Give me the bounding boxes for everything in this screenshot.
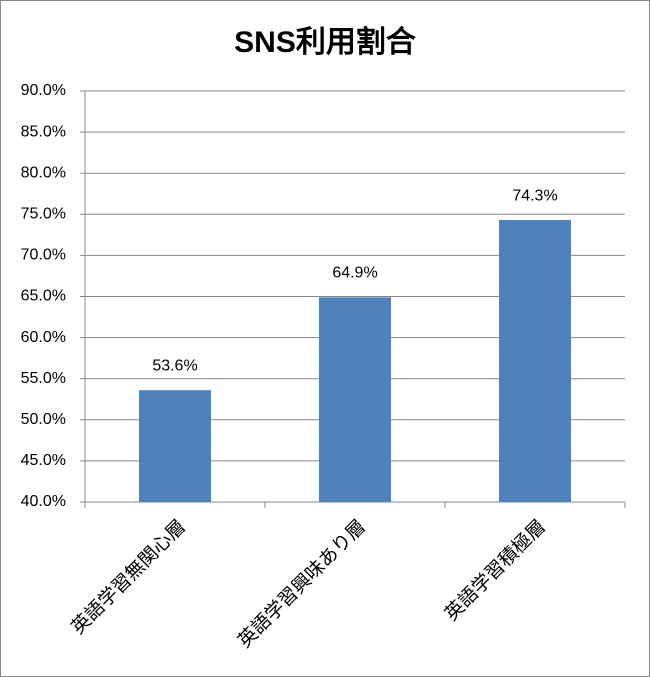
data-label: 53.6% bbox=[152, 357, 197, 374]
bar bbox=[499, 220, 571, 502]
y-tick-label: 45.0% bbox=[21, 452, 66, 469]
y-tick-label: 40.0% bbox=[21, 493, 66, 510]
data-label: 74.3% bbox=[512, 187, 557, 204]
y-tick-label: 85.0% bbox=[21, 123, 66, 140]
y-tick-label: 50.0% bbox=[21, 411, 66, 428]
y-tick-label: 60.0% bbox=[21, 329, 66, 346]
y-tick-label: 80.0% bbox=[21, 164, 66, 181]
y-tick-label: 75.0% bbox=[21, 206, 66, 223]
bar bbox=[319, 297, 391, 502]
bar bbox=[139, 390, 211, 502]
y-tick-label: 70.0% bbox=[21, 247, 66, 264]
y-tick-label: 90.0% bbox=[21, 82, 66, 99]
chart-title: SNS利用割合 bbox=[234, 25, 416, 59]
y-tick-label: 65.0% bbox=[21, 288, 66, 305]
data-label: 64.9% bbox=[332, 265, 377, 282]
y-tick-label: 55.0% bbox=[21, 370, 66, 387]
